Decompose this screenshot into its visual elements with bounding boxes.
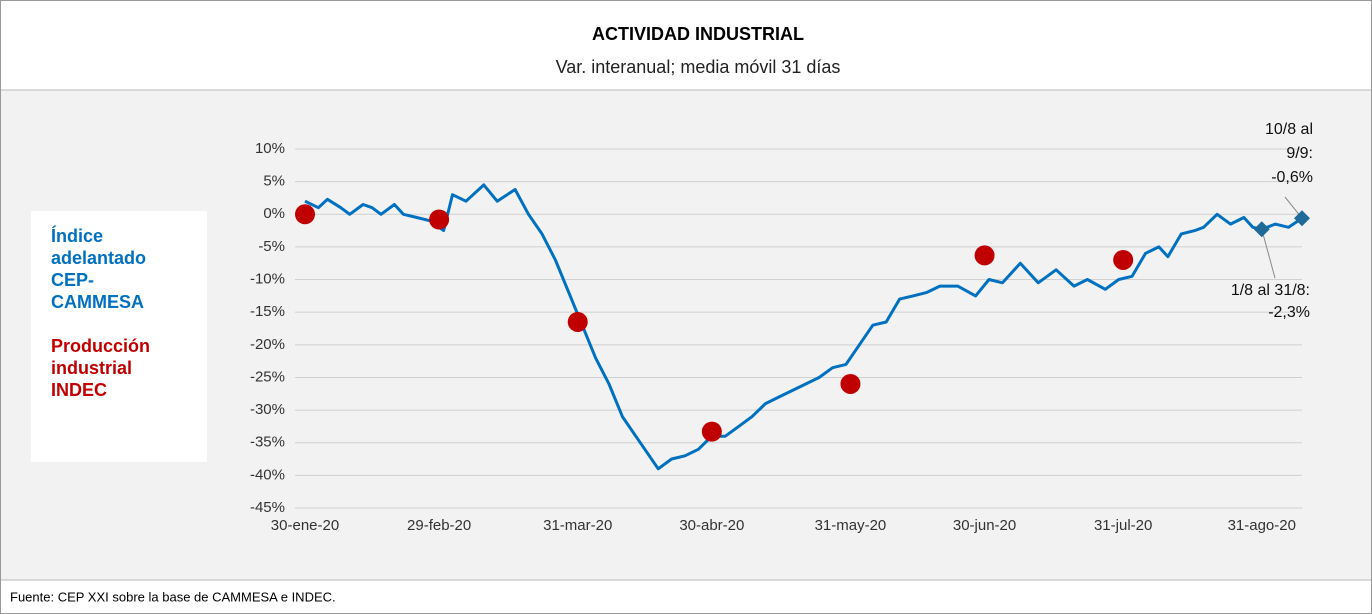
data-line	[304, 183, 1303, 471]
y-tick-label: 5%	[263, 173, 285, 190]
y-tick-label: -35%	[250, 434, 285, 451]
legend-entry: Producción industrial INDEC	[51, 336, 151, 400]
y-tick-label: -25%	[250, 368, 285, 385]
y-tick-label: 0%	[263, 205, 285, 222]
y-tick-label: -30%	[250, 401, 285, 418]
data-point	[840, 373, 861, 394]
x-tick-label: 31-mar-20	[543, 517, 612, 534]
data-point	[429, 209, 450, 230]
x-tick-label: 30-ene-20	[271, 517, 339, 534]
data-point	[701, 421, 722, 442]
source-note: Fuente: CEP XXI sobre la base de CAMMESA…	[10, 589, 336, 604]
x-tick-label: 31-may-20	[815, 517, 887, 534]
annotation-text: -2,3%	[1268, 304, 1310, 321]
y-tick-label: -10%	[250, 271, 285, 288]
plot-background	[1, 90, 1371, 580]
y-tick-label: -20%	[250, 336, 285, 353]
x-tick-label: 31-jul-20	[1094, 517, 1152, 534]
y-tick-label: -15%	[250, 303, 285, 320]
annotation-text: 1/8 al 31/8:	[1231, 282, 1310, 299]
annotation-marker	[1253, 221, 1270, 238]
leader-line	[1261, 229, 1276, 279]
data-point	[567, 311, 588, 332]
x-tick-label: 30-abr-20	[679, 517, 744, 534]
x-tick-label: 30-jun-20	[953, 517, 1016, 534]
annotation-text: 9/9:	[1286, 145, 1313, 162]
annotation-marker	[1294, 210, 1310, 227]
x-tick-label: 29-feb-20	[407, 517, 471, 534]
y-tick-label: 10%	[255, 140, 285, 157]
data-point	[974, 245, 995, 266]
legend: Índice adelantado CEP-CAMMESA Producción…	[31, 211, 207, 462]
data-point	[295, 204, 315, 225]
y-tick-label: -40%	[250, 466, 285, 483]
data-point	[1113, 249, 1134, 270]
chart-title: ACTIVIDAD INDUSTRIAL	[592, 24, 804, 44]
legend-entry: Índice adelantado CEP-CAMMESA	[51, 226, 147, 312]
x-tick-label: 31-ago-20	[1228, 517, 1296, 534]
annotation-text: 10/8 al	[1265, 121, 1313, 138]
y-tick-label: -5%	[258, 238, 285, 255]
annotation-text: -0,6%	[1271, 169, 1313, 186]
chart-subtitle: Var. interanual; media móvil 31 días	[556, 57, 841, 77]
y-tick-label: -45%	[250, 499, 285, 516]
